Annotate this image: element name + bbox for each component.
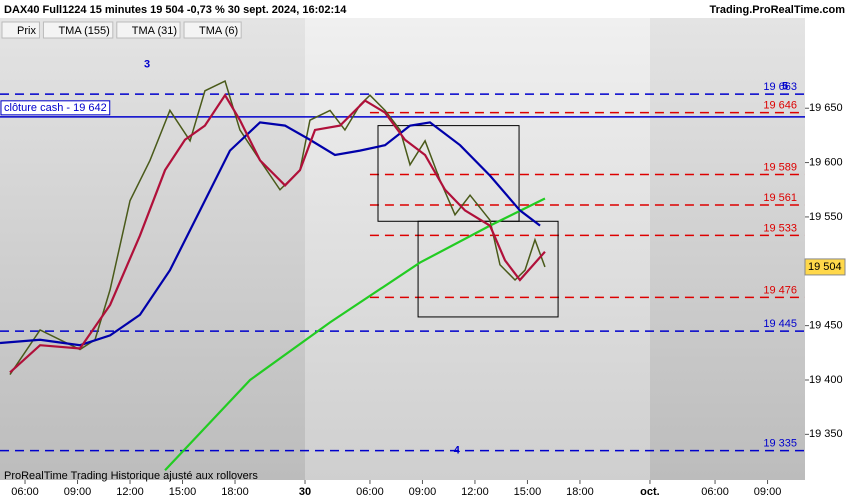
x-tick-label: 15:00 <box>514 486 542 498</box>
x-tick-label: 09:00 <box>64 486 92 498</box>
level-label: 19 646 <box>763 99 797 111</box>
legend-item <box>116 21 181 39</box>
x-tick-label: 12:00 <box>461 486 489 498</box>
x-tick-label: 18:00 <box>566 486 594 498</box>
series-line <box>164 197 546 471</box>
legend-label: TMA (155) <box>58 25 109 37</box>
x-tick-label: 06:00 <box>701 486 729 498</box>
series-line <box>0 121 541 347</box>
y-tick-label: 19 550 <box>809 211 843 223</box>
y-tick-label: 19 350 <box>809 428 843 440</box>
legend-label: TMA (6) <box>199 25 238 37</box>
level-label: 19 335 <box>763 438 797 450</box>
legend-item <box>1 21 40 39</box>
legend: Prix TMA (155) TMA (31) TMA (6) <box>1 21 242 39</box>
x-tick-label: 18:00 <box>221 486 249 498</box>
x-tick-label: 15:00 <box>169 486 197 498</box>
level-label: 19 445 <box>763 318 797 330</box>
annotation: 3 <box>144 59 150 71</box>
level-label: 19 476 <box>763 284 797 296</box>
x-tick-label: 06:00 <box>11 486 39 498</box>
level-label: 19 589 <box>763 161 797 173</box>
level-label-box <box>0 100 111 116</box>
annotation: 5 <box>782 80 788 92</box>
x-tick-label: 30 <box>299 486 311 498</box>
source: Trading.ProRealTime.com <box>709 4 845 16</box>
y-tick-label: 19 600 <box>809 156 843 168</box>
last-price-label: 19 504 <box>808 261 842 273</box>
level-label: 19 663 <box>763 81 797 93</box>
last-price-box <box>804 258 846 276</box>
x-tick-label: 09:00 <box>409 486 437 498</box>
footer: ProRealTime Trading Historique ajusté au… <box>4 470 258 482</box>
y-tick-label: 19 450 <box>809 320 843 332</box>
x-tick-label: 09:00 <box>754 486 782 498</box>
y-tick-label: 19 400 <box>809 374 843 386</box>
legend-label: TMA (31) <box>132 25 177 37</box>
y-tick-label: 19 650 <box>809 102 843 114</box>
series-line <box>9 93 546 374</box>
annotation: 4 <box>454 445 461 457</box>
legend-item <box>183 21 242 39</box>
series-line <box>9 79 546 375</box>
session-shade <box>305 18 650 480</box>
level-label: 19 561 <box>763 192 797 204</box>
level-label: clôture cash - 19 642 <box>4 102 107 114</box>
x-tick-label: 06:00 <box>356 486 384 498</box>
x-tick-label: oct. <box>640 486 660 498</box>
x-tick-label: 12:00 <box>116 486 144 498</box>
legend-item <box>42 21 114 39</box>
drawn-box <box>417 220 559 318</box>
chart-title: DAX40 Full1224 15 minutes 19 504 -0,73 %… <box>4 4 347 16</box>
legend-label: Prix <box>17 25 36 37</box>
level-label: 19 533 <box>763 222 797 234</box>
